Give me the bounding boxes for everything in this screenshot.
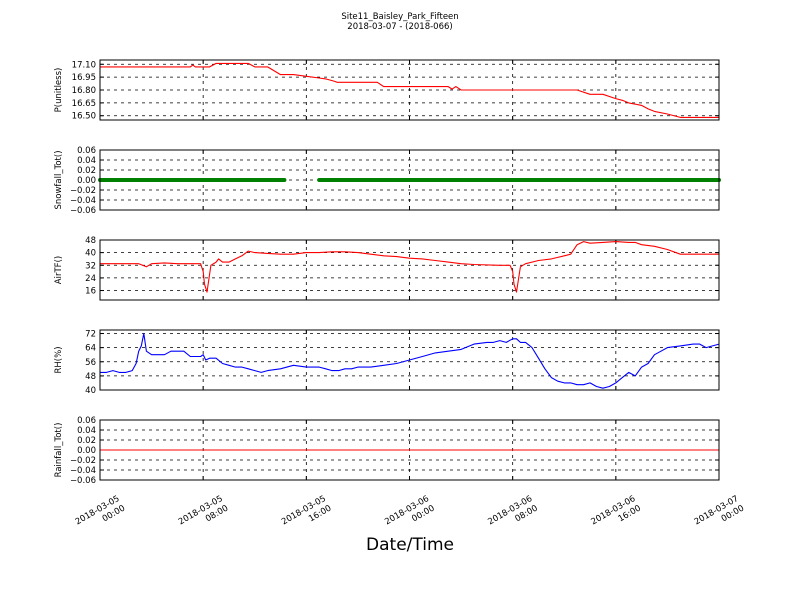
chart-title: Site11_Baisley_Park_Fifteen — [341, 12, 458, 22]
chart-panel-1: 0.060.040.020.00−0.02−0.04−0.06 Snowfall_… — [54, 146, 721, 216]
y-tick-label: 16.80 — [72, 86, 96, 96]
y-tick-label: 72 — [85, 330, 96, 340]
chart-panel-2: 48 40 32 24 16 AirTF() — [54, 236, 720, 301]
y-tick-label: 48 — [85, 372, 96, 382]
plot-frame — [99, 419, 720, 481]
y-tick-label: 0.04 — [77, 156, 96, 166]
x-tick-label: 2018-03-0600:00 — [383, 494, 436, 537]
x-tick-label: 2018-03-0508:00 — [177, 494, 230, 537]
y-axis-label: P(unitless) — [54, 68, 64, 113]
y-tick-label: −0.04 — [70, 196, 96, 206]
x-tick-label: 2018-03-0700:00 — [693, 494, 746, 537]
plot-frame — [99, 239, 720, 301]
x-tick-label: 2018-03-0500:00 — [74, 494, 127, 537]
data-series-line — [100, 332, 720, 389]
x-tick-label: 2018-03-0608:00 — [486, 494, 539, 537]
y-tick-label: 64 — [85, 344, 96, 354]
data-series-line — [100, 241, 719, 293]
chart-subtitle: 2018-03-07 - (2018-066) — [347, 22, 452, 32]
x-axis-label: Date/Time — [366, 535, 454, 555]
chart-panel-3: 72 64 56 48 40 RH(%) — [54, 329, 720, 396]
y-tick-label: −0.02 — [70, 456, 96, 466]
y-tick-label: −0.06 — [70, 476, 96, 486]
y-tick-label: 0.06 — [77, 146, 96, 156]
y-tick-label: 0.04 — [77, 426, 96, 436]
y-tick-label: 0.00 — [77, 446, 96, 456]
plot-frame — [99, 59, 720, 121]
y-tick-label: 0.06 — [77, 416, 96, 426]
y-tick-label: 0.00 — [77, 176, 96, 186]
y-tick-label: 16.65 — [72, 99, 96, 109]
y-tick-label: 0.02 — [77, 166, 96, 176]
plot-frame — [99, 329, 720, 391]
y-tick-label: −0.06 — [70, 206, 96, 216]
y-tick-label: 24 — [85, 274, 96, 284]
y-tick-label: −0.02 — [70, 186, 96, 196]
y-tick-label: 16.95 — [72, 73, 96, 83]
y-tick-label: 40 — [85, 249, 96, 259]
y-tick-label: 16 — [85, 287, 96, 297]
y-tick-label: −0.04 — [70, 466, 96, 476]
y-tick-label: 48 — [85, 236, 96, 246]
y-tick-label: 17.10 — [72, 60, 96, 70]
y-tick-label: 0.02 — [77, 436, 96, 446]
y-tick-label: 16.50 — [72, 112, 96, 122]
x-tick-label: 2018-03-0616:00 — [590, 494, 643, 537]
data-series-line — [100, 62, 719, 118]
y-axis-label: Snowfall_Tot() — [54, 150, 64, 209]
y-axis-label: AirTF() — [54, 256, 64, 284]
y-axis-label: Rainfall_Tot() — [54, 423, 64, 478]
x-tick-label: 2018-03-0516:00 — [280, 494, 333, 537]
chart-panel-4: 0.060.040.020.00−0.02−0.04−0.06 Rainfall_… — [54, 416, 720, 486]
chart-panel-0: 17.10 16.95 16.80 16.65 16.50 P(unitless) — [54, 59, 720, 122]
y-axis-label: RH(%) — [54, 346, 64, 373]
y-tick-label: 56 — [85, 358, 96, 368]
y-tick-label: 40 — [85, 386, 96, 396]
panels: 17.10 16.95 16.80 16.65 16.50 P(unitless) 0.06… — [54, 59, 746, 537]
y-tick-label: 32 — [85, 261, 96, 271]
plot-frame — [99, 149, 720, 211]
